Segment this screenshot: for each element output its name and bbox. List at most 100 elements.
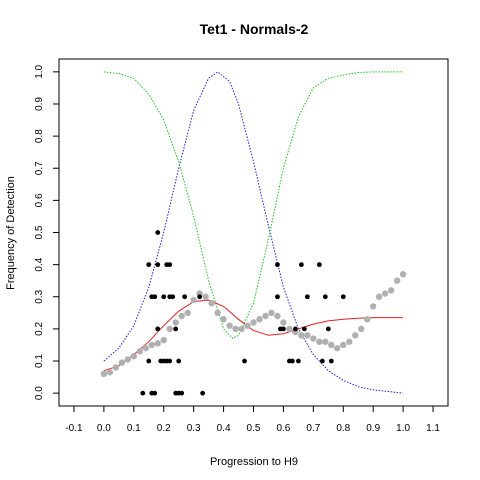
data-point (352, 332, 359, 339)
data-point (268, 309, 275, 317)
data-point (301, 326, 307, 332)
x-tick-label: 0.5 (247, 423, 261, 434)
data-point (161, 294, 167, 300)
data-point (304, 332, 311, 339)
y-tick-label: 1.0 (34, 64, 45, 78)
y-tick-label: 0.1 (34, 354, 45, 368)
data-point (387, 287, 395, 294)
data-point (226, 322, 233, 329)
data-point (286, 325, 293, 333)
data-point (214, 309, 221, 317)
data-point (274, 312, 281, 320)
data-point (170, 294, 176, 300)
series-4 (140, 230, 346, 396)
data-point (369, 303, 377, 310)
data-point (167, 358, 173, 364)
data-point (242, 358, 247, 364)
data-point (118, 359, 126, 366)
y-tick-label: 0.7 (34, 161, 45, 175)
data-point (160, 336, 167, 344)
series-line-0 (103, 71, 404, 394)
data-point (146, 358, 152, 364)
data-point (334, 344, 341, 352)
x-tick-label: 0.0 (97, 423, 111, 434)
data-point (146, 262, 152, 268)
data-point (256, 316, 263, 323)
data-point (244, 322, 251, 329)
x-tick-label: 0.6 (276, 423, 290, 434)
data-point (100, 370, 108, 378)
data-point (328, 358, 334, 364)
x-tick-label: 0.7 (306, 423, 320, 434)
series-line-2 (103, 299, 404, 372)
data-point (250, 319, 257, 326)
series-3 (100, 271, 407, 378)
data-point (295, 358, 301, 364)
data-point (202, 293, 209, 300)
data-point (136, 348, 143, 355)
data-point (184, 309, 191, 317)
y-tick-label: 0.0 (34, 386, 45, 400)
x-tick-label: 0.3 (187, 423, 201, 434)
data-point (275, 262, 280, 268)
x-tick-label: 1.1 (426, 423, 440, 434)
y-axis-label: Frequency of Detection (5, 176, 17, 290)
data-point (322, 294, 328, 300)
data-point (124, 356, 132, 363)
data-point (106, 369, 114, 376)
data-point (154, 340, 161, 347)
data-point (364, 316, 371, 323)
y-tick-label: 0.3 (34, 289, 45, 303)
data-point (232, 325, 239, 333)
x-tick-label: 1.0 (396, 423, 410, 434)
data-point (375, 293, 383, 300)
data-point (152, 390, 158, 396)
x-axis-label: Progression to H9 (210, 456, 298, 468)
data-point (399, 271, 407, 278)
data-point (167, 262, 173, 268)
data-point (130, 352, 138, 360)
y-tick-label: 0.9 (34, 97, 45, 111)
data-point (238, 325, 245, 333)
data-point (298, 332, 305, 339)
x-tick-label: 0.8 (336, 423, 350, 434)
data-point (220, 316, 227, 323)
data-point (346, 338, 353, 345)
data-point (340, 294, 346, 300)
data-point (208, 299, 215, 307)
data-point (142, 344, 149, 352)
data-point (200, 390, 206, 396)
plot-frame (58, 58, 449, 407)
data-point (292, 326, 298, 332)
data-point (176, 358, 182, 364)
data-point (275, 294, 280, 300)
y-tick-label: 0.4 (34, 257, 45, 271)
data-point (173, 326, 179, 332)
data-point (281, 326, 286, 332)
x-tick-label: 0.2 (157, 423, 171, 434)
data-point (381, 290, 389, 297)
y-tick-label: 0.6 (34, 193, 45, 207)
data-point (155, 326, 161, 332)
x-tick-label: -0.1 (65, 423, 83, 434)
data-point (298, 262, 304, 268)
y-tick-label: 0.2 (34, 322, 45, 336)
data-point (190, 296, 197, 304)
y-axis: 0.0 0.1 0.2 0.3 0.4 0.5 0.6 0.7 0.8 0.9 1.0 (34, 64, 59, 400)
data-point (280, 319, 287, 326)
data-point (328, 341, 335, 349)
data-point (290, 358, 295, 364)
data-point (152, 294, 158, 300)
data-point (178, 312, 185, 320)
data-point (172, 319, 179, 326)
data-point (182, 294, 188, 300)
data-point (155, 230, 161, 235)
data-point (325, 326, 331, 332)
x-tick-label: 0.1 (127, 423, 141, 434)
data-point (319, 358, 325, 364)
data-point (393, 277, 401, 284)
data-point (262, 312, 269, 320)
data-point (322, 338, 329, 345)
chart-title: Tet1 - Normals-2 (200, 21, 309, 37)
